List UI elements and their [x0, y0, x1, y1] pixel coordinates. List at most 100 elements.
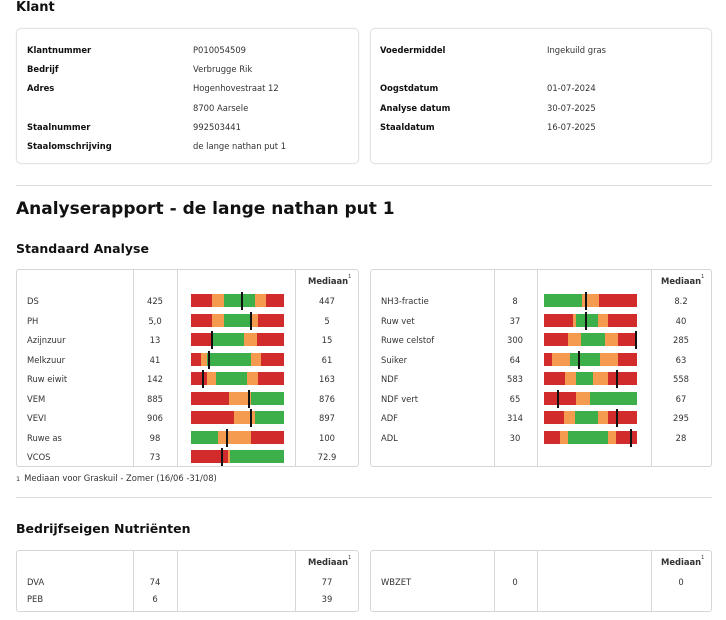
label-staaldatum: Staaldatum	[380, 122, 435, 132]
sample-info-card: Voedermiddel Ingekuild gras Oogstdatum 0…	[370, 28, 712, 164]
median-header: Mediaan1	[661, 274, 705, 286]
range-segment-red	[191, 391, 230, 405]
value-marker	[635, 331, 638, 349]
standard-analysis-heading: Standaard Analyse	[16, 241, 149, 256]
range-segment-green	[191, 430, 218, 444]
range-segment-orange	[217, 430, 251, 444]
value-staaldatum: 16-07-2025	[547, 122, 596, 132]
median-header-label: Mediaan	[661, 557, 702, 567]
range-segment-red	[260, 352, 284, 366]
row-value: 65	[509, 393, 521, 404]
row-label: WBZET	[381, 577, 412, 587]
row-value: 98	[149, 432, 161, 443]
range-segment-orange	[568, 333, 582, 346]
row-median: 40	[675, 315, 687, 326]
row-label: NH3-fractie	[381, 296, 429, 306]
standard-analysis-table-right: Mediaan1 NH3-fractie 8 8.2 Ruw vet 37 40 Ruwe …	[370, 269, 712, 467]
range-segment-orange	[593, 372, 609, 385]
range-bar	[544, 331, 638, 349]
range-bar	[191, 350, 284, 369]
range-segment-green	[589, 391, 637, 405]
range-segment-orange	[559, 430, 569, 444]
range-segment-orange	[201, 352, 207, 366]
row-median: 897	[319, 413, 335, 423]
row-median: 558	[673, 374, 689, 384]
value-marker	[247, 389, 250, 408]
value-marker	[584, 292, 587, 310]
column-divider	[494, 270, 495, 466]
value-staalnummer: 992503441	[193, 122, 241, 132]
nutrients-table-left: Mediaan1 DVA 74 77 PEB 6 39	[16, 550, 359, 612]
nutrients-heading: Bedrijfseigen Nutriënten	[16, 521, 191, 536]
row-label: Ruwe as	[27, 432, 62, 443]
range-bar	[544, 311, 637, 330]
row-label: Suiker	[381, 354, 408, 365]
row-value: 300	[507, 335, 523, 345]
row-label: NDF	[381, 374, 399, 384]
row-value: 8	[512, 296, 518, 306]
range-segment-green	[223, 313, 253, 327]
range-segment-red	[608, 313, 637, 327]
label-analyse-datum: Analyse datum	[380, 103, 451, 113]
section-divider	[16, 497, 712, 498]
label-oogstdatum: Oogstdatum	[380, 83, 439, 93]
range-segment-red	[544, 391, 576, 405]
row-median: 876	[319, 393, 335, 404]
row-median: 15	[321, 335, 333, 345]
value-marker	[241, 292, 244, 310]
row-label: Melkzuur	[27, 354, 66, 365]
row-label: PH	[27, 315, 39, 326]
value-bedrijf: Verbrugge Rik	[193, 64, 253, 74]
column-divider	[537, 270, 538, 466]
row-label: DVA	[27, 577, 45, 587]
range-segment-red	[191, 313, 213, 327]
column-divider	[177, 270, 178, 466]
row-value: 583	[507, 374, 523, 384]
range-segment-green	[544, 294, 583, 307]
row-value: 41	[149, 354, 161, 365]
row-median: 100	[319, 432, 335, 443]
row-median: 28	[675, 432, 687, 443]
row-value: 906	[147, 413, 163, 423]
range-segment-red	[608, 411, 637, 424]
median-footnote-ref: 1	[348, 555, 352, 562]
label-staalomschrijving: Staalomschrijving	[27, 141, 112, 151]
column-divider	[537, 551, 538, 611]
range-segment-orange	[228, 450, 231, 463]
median-footnote-ref: 1	[348, 274, 352, 281]
range-segment-orange	[563, 411, 575, 424]
row-median: 0	[678, 577, 684, 587]
range-segment-green	[223, 294, 256, 307]
range-segment-orange	[575, 391, 590, 405]
row-median: 5	[324, 315, 330, 326]
row-value: 885	[147, 393, 163, 404]
row-label: Ruwe celstof	[381, 335, 435, 345]
range-segment-green	[255, 411, 284, 424]
range-segment-orange	[608, 430, 616, 444]
range-segment-red	[608, 372, 637, 385]
row-value: 30	[509, 432, 521, 443]
row-value: 74	[149, 577, 161, 587]
row-value: 0	[512, 577, 518, 587]
range-segment-orange	[206, 372, 217, 385]
range-bar	[191, 428, 284, 447]
value-marker	[220, 448, 223, 466]
range-segment-orange	[212, 313, 224, 327]
range-segment-orange	[244, 333, 258, 346]
median-footnote-ref: 1	[701, 274, 705, 281]
median-header: Mediaan1	[308, 274, 352, 286]
row-value: 425	[147, 296, 163, 306]
range-bar	[544, 409, 637, 427]
row-median: 61	[321, 354, 333, 365]
value-marker	[578, 350, 581, 369]
range-segment-red	[191, 411, 234, 424]
klant-info-card: Klantnummer P010054509 Bedrijf Verbrugge…	[16, 28, 359, 164]
range-segment-orange	[597, 313, 609, 327]
row-median: 63	[675, 354, 687, 365]
row-value: 73	[149, 452, 161, 462]
row-median: 285	[673, 335, 689, 345]
range-segment-red	[544, 352, 553, 366]
row-median: 295	[673, 413, 689, 423]
column-divider	[295, 551, 296, 611]
value-adres-city: 8700 Aarsele	[193, 103, 249, 113]
